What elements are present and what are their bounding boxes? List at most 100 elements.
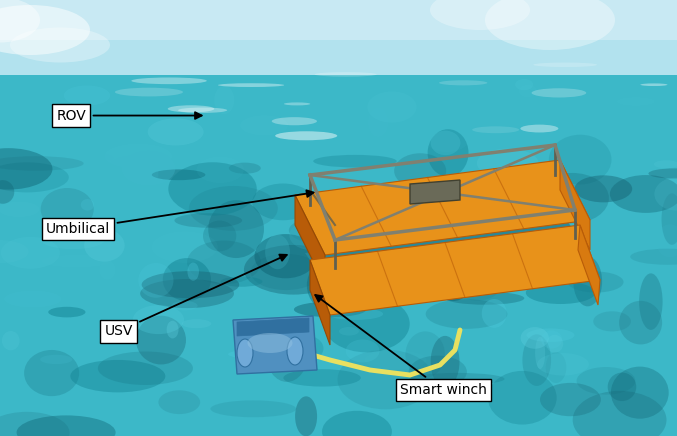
Ellipse shape [430, 0, 530, 30]
Ellipse shape [41, 188, 93, 230]
Ellipse shape [188, 262, 199, 281]
Ellipse shape [0, 5, 90, 55]
Ellipse shape [482, 299, 506, 328]
Ellipse shape [133, 305, 184, 334]
Ellipse shape [218, 83, 284, 87]
Polygon shape [295, 160, 590, 255]
Ellipse shape [519, 85, 537, 97]
Ellipse shape [250, 254, 322, 290]
Ellipse shape [4, 291, 61, 307]
Ellipse shape [211, 400, 297, 417]
Ellipse shape [398, 183, 455, 214]
Polygon shape [233, 316, 317, 374]
Ellipse shape [0, 201, 39, 217]
Ellipse shape [175, 213, 242, 228]
Ellipse shape [169, 162, 257, 216]
Ellipse shape [325, 288, 383, 310]
Ellipse shape [386, 269, 452, 292]
Text: Smart winch: Smart winch [315, 295, 487, 397]
Ellipse shape [167, 321, 179, 338]
Ellipse shape [655, 178, 677, 211]
Ellipse shape [435, 266, 471, 301]
Ellipse shape [294, 302, 366, 317]
Ellipse shape [338, 350, 433, 409]
Ellipse shape [178, 108, 227, 113]
Ellipse shape [16, 416, 116, 436]
Bar [0, 0, 677, 75]
Ellipse shape [617, 97, 655, 106]
Ellipse shape [431, 131, 460, 155]
Ellipse shape [531, 88, 586, 98]
Ellipse shape [0, 0, 40, 42]
Ellipse shape [546, 335, 563, 353]
Ellipse shape [287, 337, 303, 365]
Ellipse shape [169, 109, 226, 126]
Ellipse shape [515, 79, 533, 90]
Ellipse shape [41, 229, 106, 249]
Ellipse shape [104, 143, 172, 169]
Ellipse shape [535, 337, 545, 369]
Ellipse shape [397, 266, 445, 297]
Ellipse shape [526, 281, 595, 304]
Ellipse shape [0, 156, 84, 171]
Ellipse shape [277, 325, 333, 344]
Ellipse shape [148, 118, 204, 146]
Ellipse shape [428, 129, 468, 177]
Ellipse shape [187, 241, 261, 284]
Ellipse shape [365, 351, 427, 370]
Ellipse shape [471, 229, 521, 283]
Ellipse shape [439, 80, 487, 85]
Ellipse shape [209, 200, 264, 258]
Ellipse shape [152, 232, 218, 263]
Ellipse shape [343, 241, 427, 251]
Ellipse shape [105, 156, 158, 193]
Ellipse shape [248, 333, 292, 353]
Ellipse shape [445, 292, 524, 305]
Ellipse shape [244, 245, 343, 295]
Ellipse shape [284, 369, 361, 387]
Ellipse shape [289, 221, 335, 250]
Ellipse shape [537, 353, 589, 375]
Ellipse shape [0, 148, 52, 190]
Ellipse shape [313, 155, 397, 167]
Ellipse shape [619, 301, 662, 344]
Ellipse shape [70, 360, 165, 392]
Ellipse shape [485, 0, 615, 50]
Ellipse shape [472, 126, 519, 133]
Polygon shape [578, 225, 600, 305]
Ellipse shape [640, 83, 668, 86]
Ellipse shape [353, 224, 412, 250]
Ellipse shape [136, 316, 186, 364]
Ellipse shape [540, 383, 601, 416]
Ellipse shape [189, 186, 278, 231]
Ellipse shape [608, 373, 636, 401]
Ellipse shape [610, 175, 677, 213]
Ellipse shape [452, 264, 503, 300]
Ellipse shape [351, 259, 435, 296]
Ellipse shape [527, 328, 575, 342]
Polygon shape [310, 225, 600, 315]
Polygon shape [237, 318, 309, 336]
Ellipse shape [523, 334, 551, 386]
Text: Umbilical: Umbilical [46, 190, 313, 236]
Ellipse shape [368, 92, 416, 123]
Ellipse shape [171, 301, 198, 310]
Ellipse shape [422, 115, 472, 152]
Ellipse shape [410, 373, 504, 385]
Ellipse shape [203, 221, 236, 251]
Ellipse shape [265, 235, 290, 269]
Ellipse shape [253, 184, 314, 220]
Ellipse shape [639, 273, 663, 330]
Ellipse shape [331, 264, 357, 275]
Ellipse shape [158, 390, 200, 414]
Ellipse shape [406, 331, 445, 378]
Ellipse shape [368, 108, 389, 137]
Ellipse shape [168, 105, 215, 112]
Ellipse shape [2, 331, 20, 351]
Ellipse shape [536, 173, 609, 223]
Ellipse shape [99, 260, 116, 280]
Ellipse shape [521, 327, 549, 349]
Ellipse shape [141, 271, 239, 298]
Ellipse shape [115, 88, 183, 96]
Ellipse shape [630, 249, 677, 265]
